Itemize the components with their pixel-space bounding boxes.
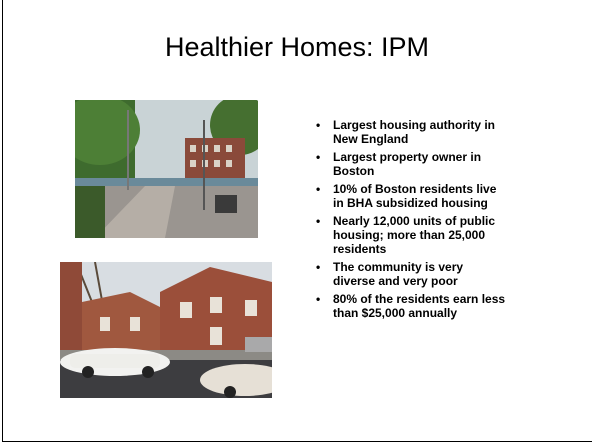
bullet-item: Largest property owner in Boston (314, 150, 506, 178)
photo-street (60, 262, 272, 398)
bullet-list: Largest housing authority in New England… (314, 118, 506, 324)
bullet-item: 10% of Boston residents live in BHA subs… (314, 182, 506, 210)
slide-title: Healthier Homes: IPM (0, 32, 594, 63)
bullet-item: 80% of the residents earn less than $25,… (314, 292, 506, 320)
slide: Healthier Homes: IPM Largest housing aut… (0, 0, 594, 445)
bullet-item: Nearly 12,000 units of public housing; m… (314, 214, 506, 256)
bullet-item: The community is very diverse and very p… (314, 260, 506, 288)
photo-courtyard (75, 100, 258, 238)
bullet-item: Largest housing authority in New England (314, 118, 506, 146)
